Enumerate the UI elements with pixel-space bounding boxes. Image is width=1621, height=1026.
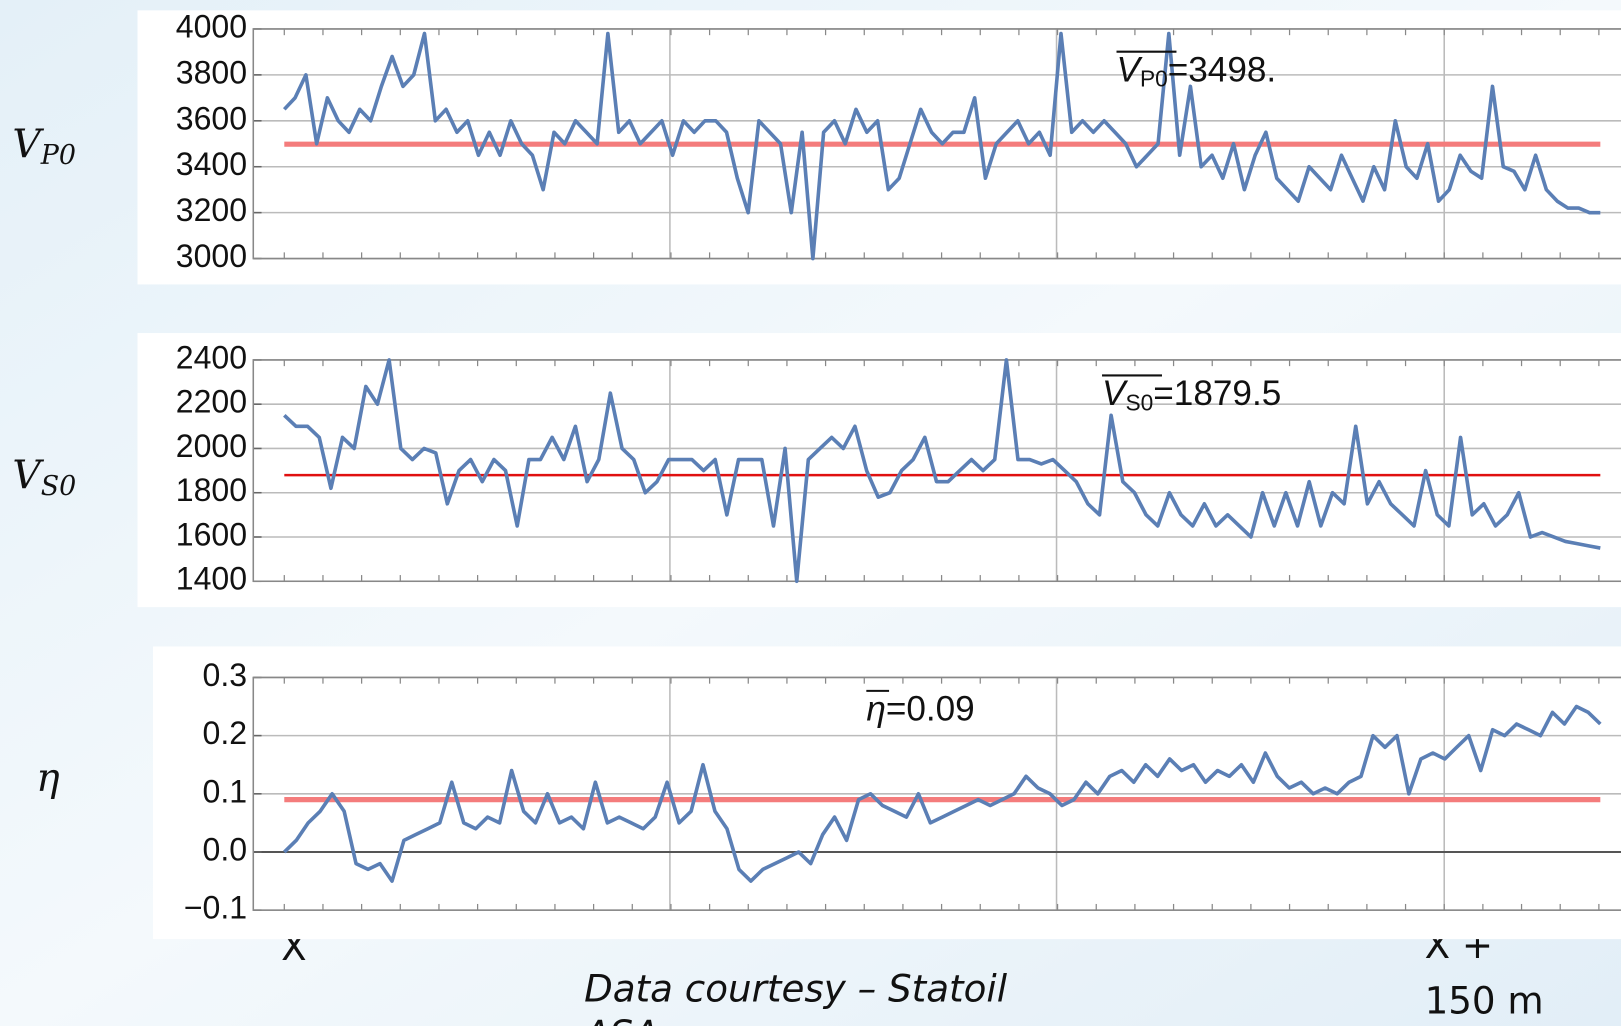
- mean-symbol: η: [866, 690, 886, 729]
- x-end-label: 150 m: [1425, 979, 1544, 1023]
- y-tick-label: 3200: [176, 192, 247, 228]
- y-tick-label: 0.1: [203, 773, 248, 809]
- y-axis-label-symbol: V: [12, 453, 44, 498]
- y-tick-label: 2400: [176, 339, 247, 375]
- mean-symbol: V: [1102, 374, 1129, 413]
- y-tick-label: 4000: [176, 8, 247, 44]
- plot-panel: [137, 333, 1621, 608]
- y-tick-label: 0.0: [203, 831, 248, 867]
- mean-annotation: VP0=3498.: [1117, 51, 1277, 92]
- y-tick-label: 2000: [176, 428, 247, 464]
- plot-panel: [137, 10, 1621, 285]
- mean-value: =0.09: [886, 690, 975, 729]
- y-tick-label: 0.2: [203, 715, 248, 751]
- y-axis-label-sub: P0: [40, 140, 76, 171]
- y-tick-label: 1400: [176, 561, 247, 597]
- plot-frame: [252, 676, 1621, 911]
- y-tick-label: −0.1: [184, 890, 247, 926]
- y-axis-label: VP0: [12, 122, 76, 171]
- mean-annotation: VS0=1879.5: [1102, 374, 1281, 415]
- y-axis-label: η: [36, 756, 60, 801]
- data-line: [283, 358, 1601, 584]
- y-tick-label: 3800: [176, 54, 247, 90]
- y-tick-label: 3400: [176, 146, 247, 182]
- y-tick-label: 2200: [176, 384, 247, 420]
- y-axis-label-symbol: V: [12, 122, 44, 167]
- y-tick-label: 1600: [176, 516, 247, 552]
- plot-frame: [252, 359, 1621, 583]
- y-tick-label: 3600: [176, 100, 247, 136]
- mean-value: =3498.: [1168, 51, 1276, 90]
- mean-value: =1879.5: [1153, 374, 1281, 413]
- y-tick-label: 0.3: [203, 657, 248, 693]
- y-axis-label-symbol: η: [36, 756, 60, 801]
- mean-annotation: η=0.09: [866, 690, 974, 729]
- y-axis-label: VS0: [12, 453, 76, 502]
- y-axis-label-sub: S0: [41, 471, 77, 502]
- y-tick-label: 3000: [176, 238, 247, 274]
- credit: ASA: [582, 1012, 659, 1026]
- plot-panel: [153, 646, 1621, 940]
- mean-symbol: V: [1117, 51, 1144, 90]
- mean-sub: P0: [1140, 66, 1168, 92]
- data-line: [282, 31, 1601, 261]
- plot-frame: [252, 28, 1621, 260]
- mean-sub: S0: [1125, 389, 1153, 415]
- y-tick-label: 1800: [176, 472, 247, 508]
- data-line: [283, 704, 1602, 883]
- credit: Data courtesy – Statoil: [584, 966, 1008, 1010]
